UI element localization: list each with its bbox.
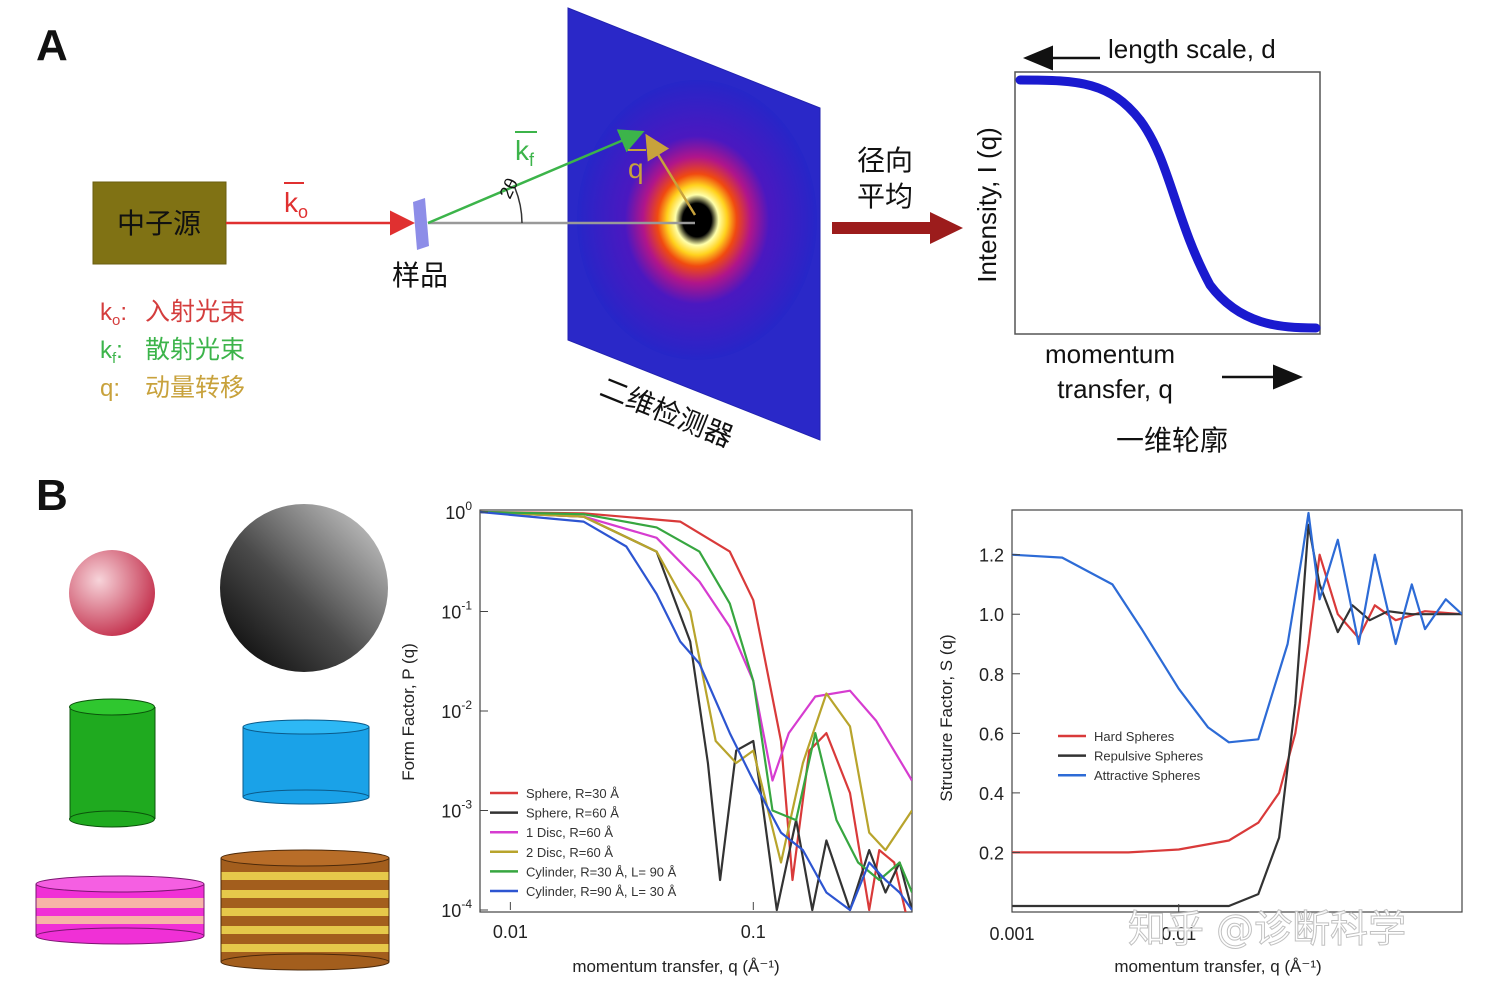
structure-factor-x-tick-label: 0.01 [1161,924,1196,944]
scattered-beam-arrow [427,129,645,225]
form-factor-xlabel: momentum transfer, q (Å⁻¹) [572,957,779,976]
form-factor-legend-label-cylinder-r-90-l-30: Cylinder, R=90 Å, L= 30 Å [526,884,677,899]
structure-factor-series-layer [1012,511,1462,908]
disc-shape [242,719,370,805]
structure-factor-legend-label-hard-spheres: Hard Spheres [1094,729,1175,744]
profile-xlabel-2: transfer, q [1057,374,1173,404]
sample-label: 样品 [392,259,448,292]
legend-transfer-text: 动量转移 [145,373,245,402]
panel-b-letter: B [36,471,68,520]
form-factor-y-tick-label: 10-3 [441,798,472,822]
form-factor-y-tick-label: 10-1 [441,599,472,623]
structure-factor-series-attractive-spheres [1012,511,1462,744]
structure-factor-legend-label-attractive-spheres: Attractive Spheres [1094,768,1201,783]
form-factor-y-tick-label: 10-4 [441,897,472,921]
form-factor-series-1-disc-r-60 [480,510,912,782]
profile-plot-frame [1014,71,1321,335]
form-factor-legend-label-sphere-r-60: Sphere, R=60 Å [526,806,619,821]
length-scale-label: length scale, d [1108,34,1276,64]
panel-a-legend: ko: 入射光束 kf: 散射光束 q: 动量转移 [100,297,245,402]
legend-scattered-text: 散射光束 [145,335,245,364]
structure-factor-plot-frame [1011,509,1463,913]
structure-factor-x-tick-label: 0.001 [989,924,1034,944]
scattered-vector-label: kf [515,135,535,170]
radial-average-label-1: 径向 [857,144,913,177]
structure-factor-xlabel: momentum transfer, q (Å⁻¹) [1114,957,1321,976]
form-factor-legend-label-sphere-r-30: Sphere, R=30 Å [526,786,619,801]
form-factor-legend: Sphere, R=30 Å Sphere, R=60 Å 1 Disc, R=60… [490,786,677,899]
stacked-discs-many-shape [220,849,390,971]
structure-factor-legend-label-repulsive-spheres: Repulsive Spheres [1094,749,1204,764]
form-factor-x-tick-label: 0.1 [741,922,766,942]
transfer-vector-label: q [628,153,644,184]
legend-incident-symbol: ko: [100,299,127,329]
structure-factor-ylabel: Structure Factor, S (q) [937,634,956,801]
neutron-source-box [92,181,227,265]
form-factor-legend-label-1-disc-r-60: 1 Disc, R=60 Å [526,825,613,840]
structure-factor-ticks: 0.001 0.01 0.2 0.4 0.6 0.8 1.0 1.2 [979,546,1196,944]
cylinder-shape [69,698,156,828]
structure-factor-y-tick-label: 0.4 [979,784,1004,804]
form-factor-series-cylinder-r-90-l-30 [480,510,912,912]
large-sphere-shape [220,504,388,672]
form-factor-y-tick-label: 100 [445,499,472,523]
neutron-source-label: 中子源 [117,207,201,240]
legend-scattered-symbol: kf: [100,337,123,367]
form-factor-series-sphere-r-60 [480,510,912,912]
legend-transfer-symbol: q: [100,375,120,402]
profile-caption: 一维轮廓 [1116,424,1228,457]
watermark: 知乎 @诊断科学 [1128,907,1406,951]
detector-frame [567,7,821,441]
profile-xlabel-1: momentum [1045,339,1175,369]
form-factor-y-tick-label: 10-2 [441,698,472,722]
form-factor-x-tick-label: 0.01 [493,922,528,942]
form-factor-ticks: 0.01 0.1 100 10-1 10-2 10-3 10-4 [441,499,766,942]
structure-factor-y-tick-label: 0.6 [979,724,1004,744]
structure-factor-y-tick-label: 1.2 [979,546,1004,566]
structure-factor-legend: Hard Spheres Repulsive Spheres Attractive … [1058,729,1204,783]
incident-vector-label: ko [284,187,308,222]
sample-plate [413,198,429,250]
radial-average-label-2: 平均 [857,180,913,213]
form-factor-series-layer [480,510,912,912]
scattering-pattern [577,80,817,360]
profile-curve [1015,75,1321,333]
radial-average-arrow [832,212,963,244]
legend-incident-text: 入射光束 [145,297,245,326]
form-factor-series-cylinder-r-30-l-90 [480,510,912,893]
structure-factor-y-tick-label: 0.2 [979,843,1004,863]
form-factor-ylabel: Form Factor, P (q) [399,643,418,781]
panel-a-letter: A [36,21,68,70]
profile-ylabel: Intensity, I (q) [972,127,1002,283]
structure-factor-y-tick-label: 0.8 [979,665,1004,685]
stacked-discs-2-shape [35,875,205,945]
small-sphere-shape [69,550,155,636]
form-factor-legend-label-2-disc-r-60: 2 Disc, R=60 Å [526,845,613,860]
angle-arc [514,187,523,224]
form-factor-legend-label-cylinder-r-30-l-90: Cylinder, R=30 Å, L= 90 Å [526,864,677,879]
momentum-transfer-arrow [645,133,697,216]
structure-factor-y-tick-label: 1.0 [979,605,1004,625]
form-factor-series-sphere-r-30 [480,510,907,912]
